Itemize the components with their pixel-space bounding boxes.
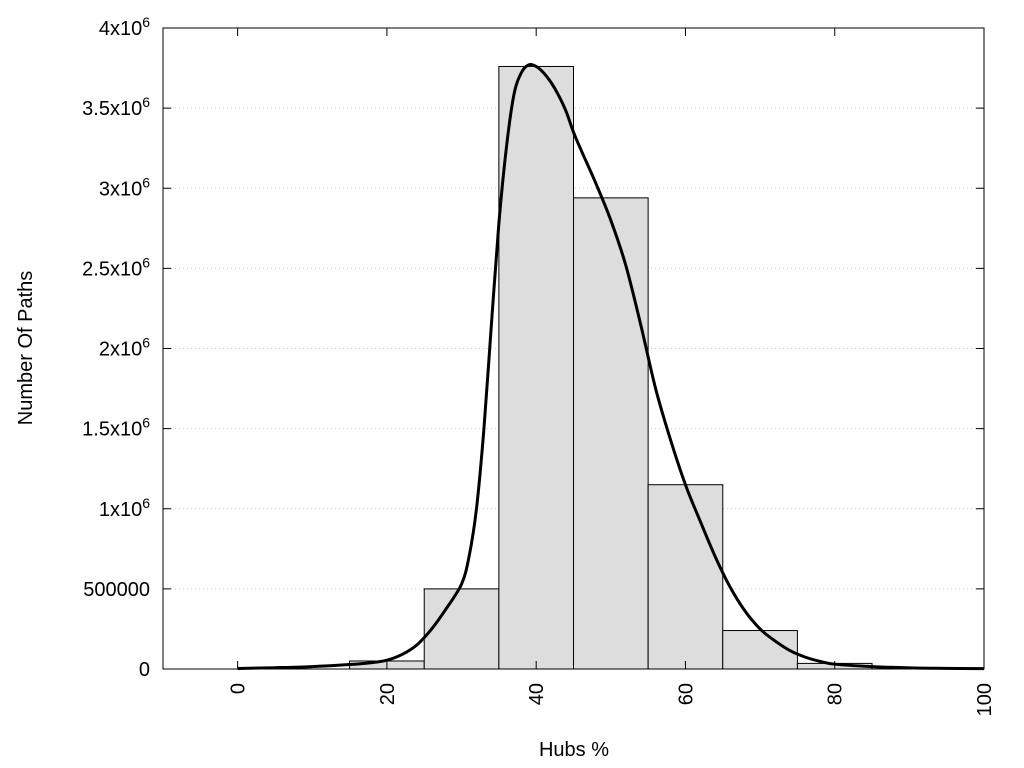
y-tick-label: 0	[139, 659, 150, 681]
y-tick-label: 3x106	[99, 174, 150, 200]
histogram-bar	[573, 197, 649, 670]
histogram-bar	[647, 484, 724, 670]
x-tick-label: 60	[675, 683, 697, 705]
x-axis: 0 20 40 60 80 100	[228, 28, 996, 716]
histogram-bars	[349, 65, 873, 670]
y-axis-title: Number Of Paths	[15, 271, 37, 426]
y-tick-label: 2x106	[99, 335, 150, 361]
y-tick-label: 2.5x106	[82, 254, 150, 280]
x-tick-label: 0	[228, 683, 250, 694]
x-tick-label: 80	[825, 683, 847, 705]
y-tick-label: 500000	[83, 579, 150, 601]
y-tick-label: 1x106	[99, 495, 150, 521]
histogram-bar	[423, 588, 500, 670]
histogram-bar	[498, 65, 575, 670]
density-curve	[237, 62, 985, 671]
x-tick-label: 20	[377, 683, 399, 705]
y-axis: 0 500000 1x106 1.5x106 2x106 2.5x106 3x106 3.5x…	[82, 14, 984, 681]
density-curve-layer	[237, 62, 985, 671]
x-tick-label: 100	[974, 683, 996, 716]
x-tick-label: 40	[526, 683, 548, 705]
y-tick-label: 4x106	[99, 14, 150, 40]
grid-lines	[163, 107, 984, 590]
y-tick-label: 3.5x106	[82, 94, 150, 120]
x-axis-title: Hubs %	[539, 739, 609, 761]
y-tick-label: 1.5x106	[82, 415, 150, 441]
